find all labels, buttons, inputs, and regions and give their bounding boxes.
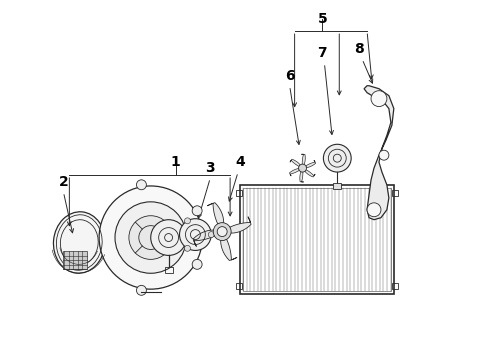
Text: 1: 1 [171,155,180,169]
Bar [236,190,242,196]
Bar [240,185,394,294]
Bar [165,267,172,273]
Circle shape [217,227,227,237]
Polygon shape [290,168,299,176]
Polygon shape [220,239,237,261]
Circle shape [379,150,389,160]
Circle shape [115,202,187,273]
Text: 6: 6 [285,69,294,83]
Bar [333,183,341,189]
Ellipse shape [53,212,105,273]
Circle shape [192,260,202,269]
Bar [236,283,242,289]
Polygon shape [207,203,224,224]
Bar [392,190,398,196]
Polygon shape [301,154,305,165]
Circle shape [184,218,191,224]
Circle shape [151,220,187,255]
Text: 4: 4 [235,155,245,169]
Circle shape [213,223,231,240]
Circle shape [371,91,387,107]
Circle shape [184,246,191,251]
Bar [243,188,391,291]
Polygon shape [290,159,300,166]
Circle shape [323,144,351,172]
Text: 8: 8 [354,42,364,56]
Circle shape [179,219,211,251]
Text: 7: 7 [318,46,327,60]
Polygon shape [305,170,315,177]
Circle shape [192,206,202,216]
Circle shape [367,203,381,217]
Polygon shape [306,160,316,168]
Polygon shape [364,86,394,220]
Bar [63,251,87,269]
Circle shape [129,216,172,260]
Circle shape [99,186,202,289]
Circle shape [298,164,307,172]
Text: 5: 5 [318,12,327,26]
Circle shape [137,285,147,295]
Polygon shape [300,172,304,182]
Polygon shape [193,230,215,247]
Circle shape [137,180,147,190]
Circle shape [208,231,214,238]
Polygon shape [230,217,251,233]
Bar [392,283,398,289]
Text: 2: 2 [58,175,68,189]
Text: 3: 3 [205,161,215,175]
